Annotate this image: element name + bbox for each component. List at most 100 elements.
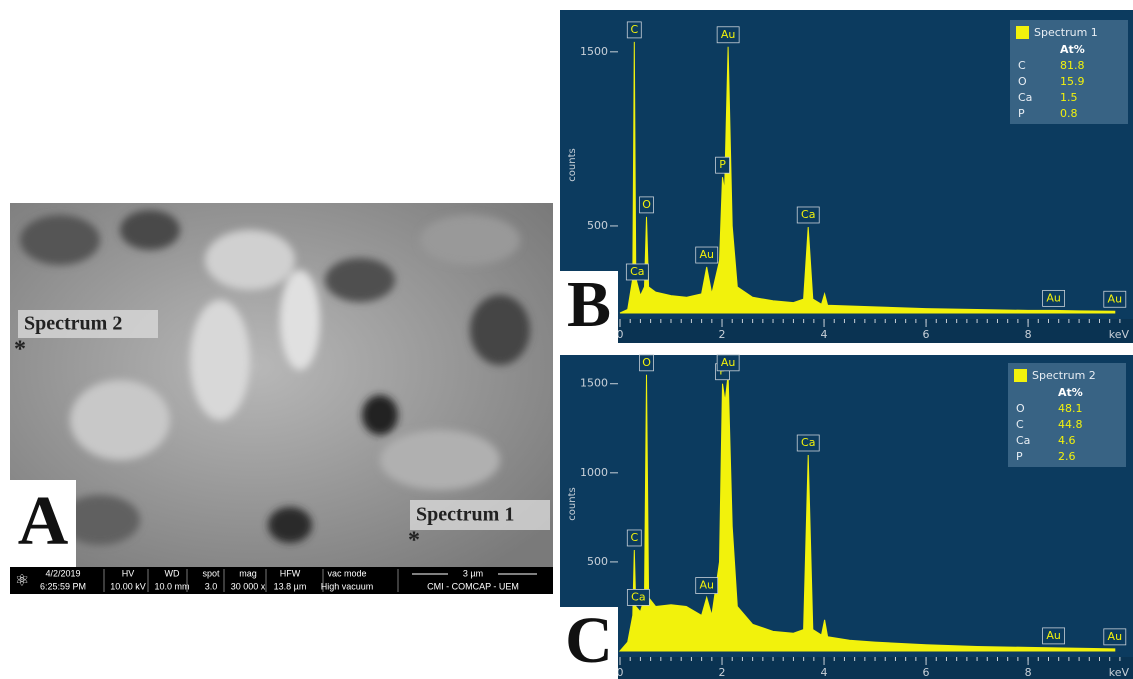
x-tick-label: 4 — [821, 666, 828, 679]
y-axis-label: counts — [567, 487, 578, 520]
y-tick-label: 1500 — [580, 377, 608, 390]
legend-value: 1.5 — [1060, 91, 1078, 104]
peak-label: Au — [1046, 291, 1061, 304]
x-tick-label: 8 — [1025, 666, 1032, 679]
info-field-value: 10.0 mm — [154, 581, 189, 591]
legend-label: Spectrum 2 — [1032, 369, 1096, 382]
peak-label-box — [639, 196, 654, 214]
legend-element: P — [1016, 450, 1023, 463]
panel-letter: B — [567, 268, 611, 341]
legend-element: C — [1016, 418, 1024, 431]
info-field-name: HFW — [280, 568, 301, 578]
legend-box — [1008, 363, 1126, 467]
info-field-name: mag — [239, 568, 257, 578]
y-tick-label: 1000 — [580, 466, 608, 479]
peak-label: C — [630, 23, 638, 36]
legend-value: 0.8 — [1060, 107, 1078, 120]
legend-box — [1010, 20, 1128, 124]
peak-label-box — [695, 577, 719, 594]
peak-label-box — [695, 246, 719, 264]
peak-label: Ca — [801, 208, 815, 221]
peak-label: O — [642, 198, 651, 211]
peak-label-box — [625, 263, 649, 281]
peak-label-box — [716, 26, 740, 44]
info-fields: HV 10.00 kV WD 10.0 mm spot 3.0 mag 30 000 x HFW… — [103, 568, 399, 592]
y-axis-label: counts — [567, 148, 578, 181]
legend-value: 44.8 — [1058, 418, 1083, 431]
panel-letter-box — [10, 480, 76, 567]
legend-element: Ca — [1016, 434, 1030, 447]
legend-element: P — [1018, 107, 1025, 120]
legend-value: 48.1 — [1058, 402, 1083, 415]
x-tick-label: 4 — [821, 328, 828, 341]
legend-header: At% — [1060, 43, 1085, 56]
info-field-name: vac mode — [327, 568, 366, 578]
info-field-name: WD — [165, 568, 180, 578]
panel-letter-box — [560, 607, 618, 679]
peak-label: Au — [699, 248, 714, 261]
peak-label: Ca — [630, 265, 644, 278]
marker-label: Spectrum 2 — [24, 313, 122, 335]
peak-label: P — [719, 365, 726, 378]
legend-header: At% — [1058, 386, 1083, 399]
legend-element: C — [1018, 59, 1026, 72]
logo: ⚛ — [15, 571, 29, 590]
panel-letter: A — [18, 483, 69, 560]
info-field-name: HV — [122, 568, 135, 578]
label-box — [410, 500, 550, 530]
legend-value: 81.8 — [1060, 59, 1085, 72]
legend-label: Spectrum 1 — [1034, 26, 1098, 39]
legend-element: O — [1016, 402, 1025, 415]
peak-label-box — [796, 434, 820, 452]
panel-letter: C — [565, 604, 613, 677]
y-tick-label: 500 — [587, 219, 608, 232]
label-box — [18, 310, 158, 338]
peak-label: Au — [699, 579, 714, 592]
peak-label-box — [716, 354, 740, 372]
legend-element: Ca — [1018, 91, 1032, 104]
peak-label-box — [715, 156, 730, 174]
y-tick-label: 500 — [587, 555, 608, 568]
x-tick-label: 0 — [617, 328, 624, 341]
institution: CMI - COMCAP - UEM — [427, 581, 519, 591]
peak-label-box — [1042, 289, 1065, 307]
y-tick-label: 1500 — [580, 45, 608, 58]
info-field-name: spot — [202, 568, 220, 578]
peak-label-box — [796, 206, 820, 224]
spectrum-area — [619, 41, 1116, 314]
info-field-value: 13.8 µm — [274, 581, 307, 591]
peak-label: Au — [721, 356, 736, 369]
x-tick-label: 2 — [719, 666, 726, 679]
peak-label: Au — [1108, 630, 1123, 643]
legend-value: 15.9 — [1060, 75, 1085, 88]
peak-label: Au — [1108, 292, 1123, 305]
peak-label-box — [1042, 627, 1065, 645]
info-field-value: 3.0 — [205, 581, 218, 591]
info-field-value: 10.00 kV — [110, 581, 146, 591]
peak-label: P — [719, 158, 726, 171]
sem-panel: A Spectrum 2 * Spectrum 1 * ⚛ 4/2/2019 6… — [10, 203, 553, 594]
info-field-value: High vacuum — [321, 581, 374, 591]
axis-strip — [560, 319, 1133, 343]
marker-symbol: * — [14, 337, 26, 363]
axis-strip — [560, 657, 1133, 679]
marker-label: Spectrum 1 — [416, 504, 514, 526]
marker-symbol: * — [408, 528, 420, 554]
legend-swatch — [1014, 369, 1027, 382]
legend-swatch — [1016, 26, 1029, 39]
legend-value: 4.6 — [1058, 434, 1076, 447]
peak-label-box — [626, 529, 642, 547]
x-axis-label: keV — [1109, 666, 1130, 679]
info-field-value: 30 000 x — [231, 581, 266, 591]
scale-bar-gap — [448, 569, 498, 579]
x-tick-label: 2 — [719, 328, 726, 341]
info-date: 4/2/2019 — [45, 568, 80, 578]
x-tick-label: 8 — [1025, 328, 1032, 341]
spectrum-area — [618, 374, 1116, 652]
peak-label: Au — [721, 28, 736, 41]
peak-label-box — [626, 589, 650, 606]
x-axis-label: keV — [1109, 328, 1130, 341]
scale-bar-label: 3 µm — [463, 568, 483, 578]
peak-label: O — [642, 356, 651, 369]
x-tick-label: 6 — [923, 666, 930, 679]
